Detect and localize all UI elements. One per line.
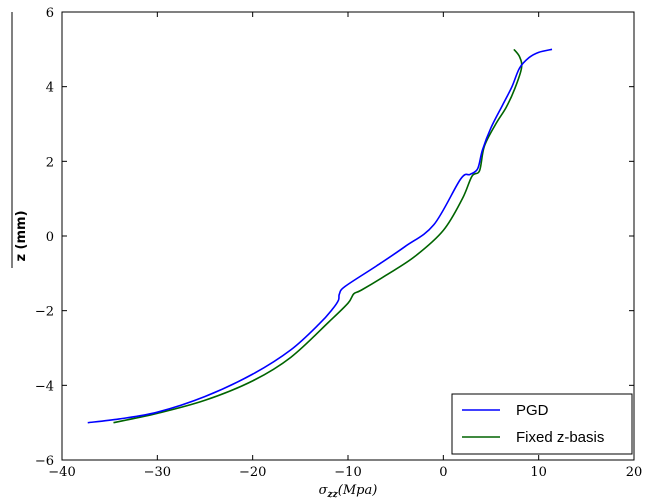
- y-tick-label: −2: [35, 305, 54, 320]
- x-tick-label: 20: [626, 465, 643, 480]
- series-line-fixed-z-basis: [113, 48, 523, 424]
- x-axis-label: σzz(Mpa): [319, 483, 378, 500]
- y-tick-label: 0: [46, 230, 54, 245]
- y-tick-label: −4: [35, 379, 54, 394]
- x-axis-label-unit: (Mpa): [338, 483, 378, 498]
- series-layer: [87, 48, 553, 424]
- y-tick-label: 2: [46, 155, 54, 170]
- y-tick-label: 4: [46, 81, 54, 96]
- x-axis-label-subscript: zz: [327, 490, 339, 500]
- x-tick-label: −10: [334, 465, 361, 480]
- x-axis-label-sigma: σ: [319, 483, 329, 498]
- legend-label-fixed-z-basis: Fixed z-basis: [516, 429, 604, 446]
- legend-label-pgd: PGD: [516, 402, 549, 419]
- y-tick-label: −6: [35, 454, 54, 469]
- x-tick-label: 0: [439, 465, 447, 480]
- x-tick-label: 10: [530, 465, 547, 480]
- x-tick-label: −40: [48, 465, 75, 480]
- y-tick-label: 6: [46, 6, 54, 21]
- series-line-pgd: [87, 48, 553, 424]
- x-tick-label: −20: [239, 465, 266, 480]
- legend-box: [451, 393, 633, 455]
- plot-area: [61, 11, 635, 461]
- x-tick-label: −30: [144, 465, 171, 480]
- legend: PGD Fixed z-basis: [451, 393, 633, 455]
- y-axis-label: z (mm): [14, 210, 29, 261]
